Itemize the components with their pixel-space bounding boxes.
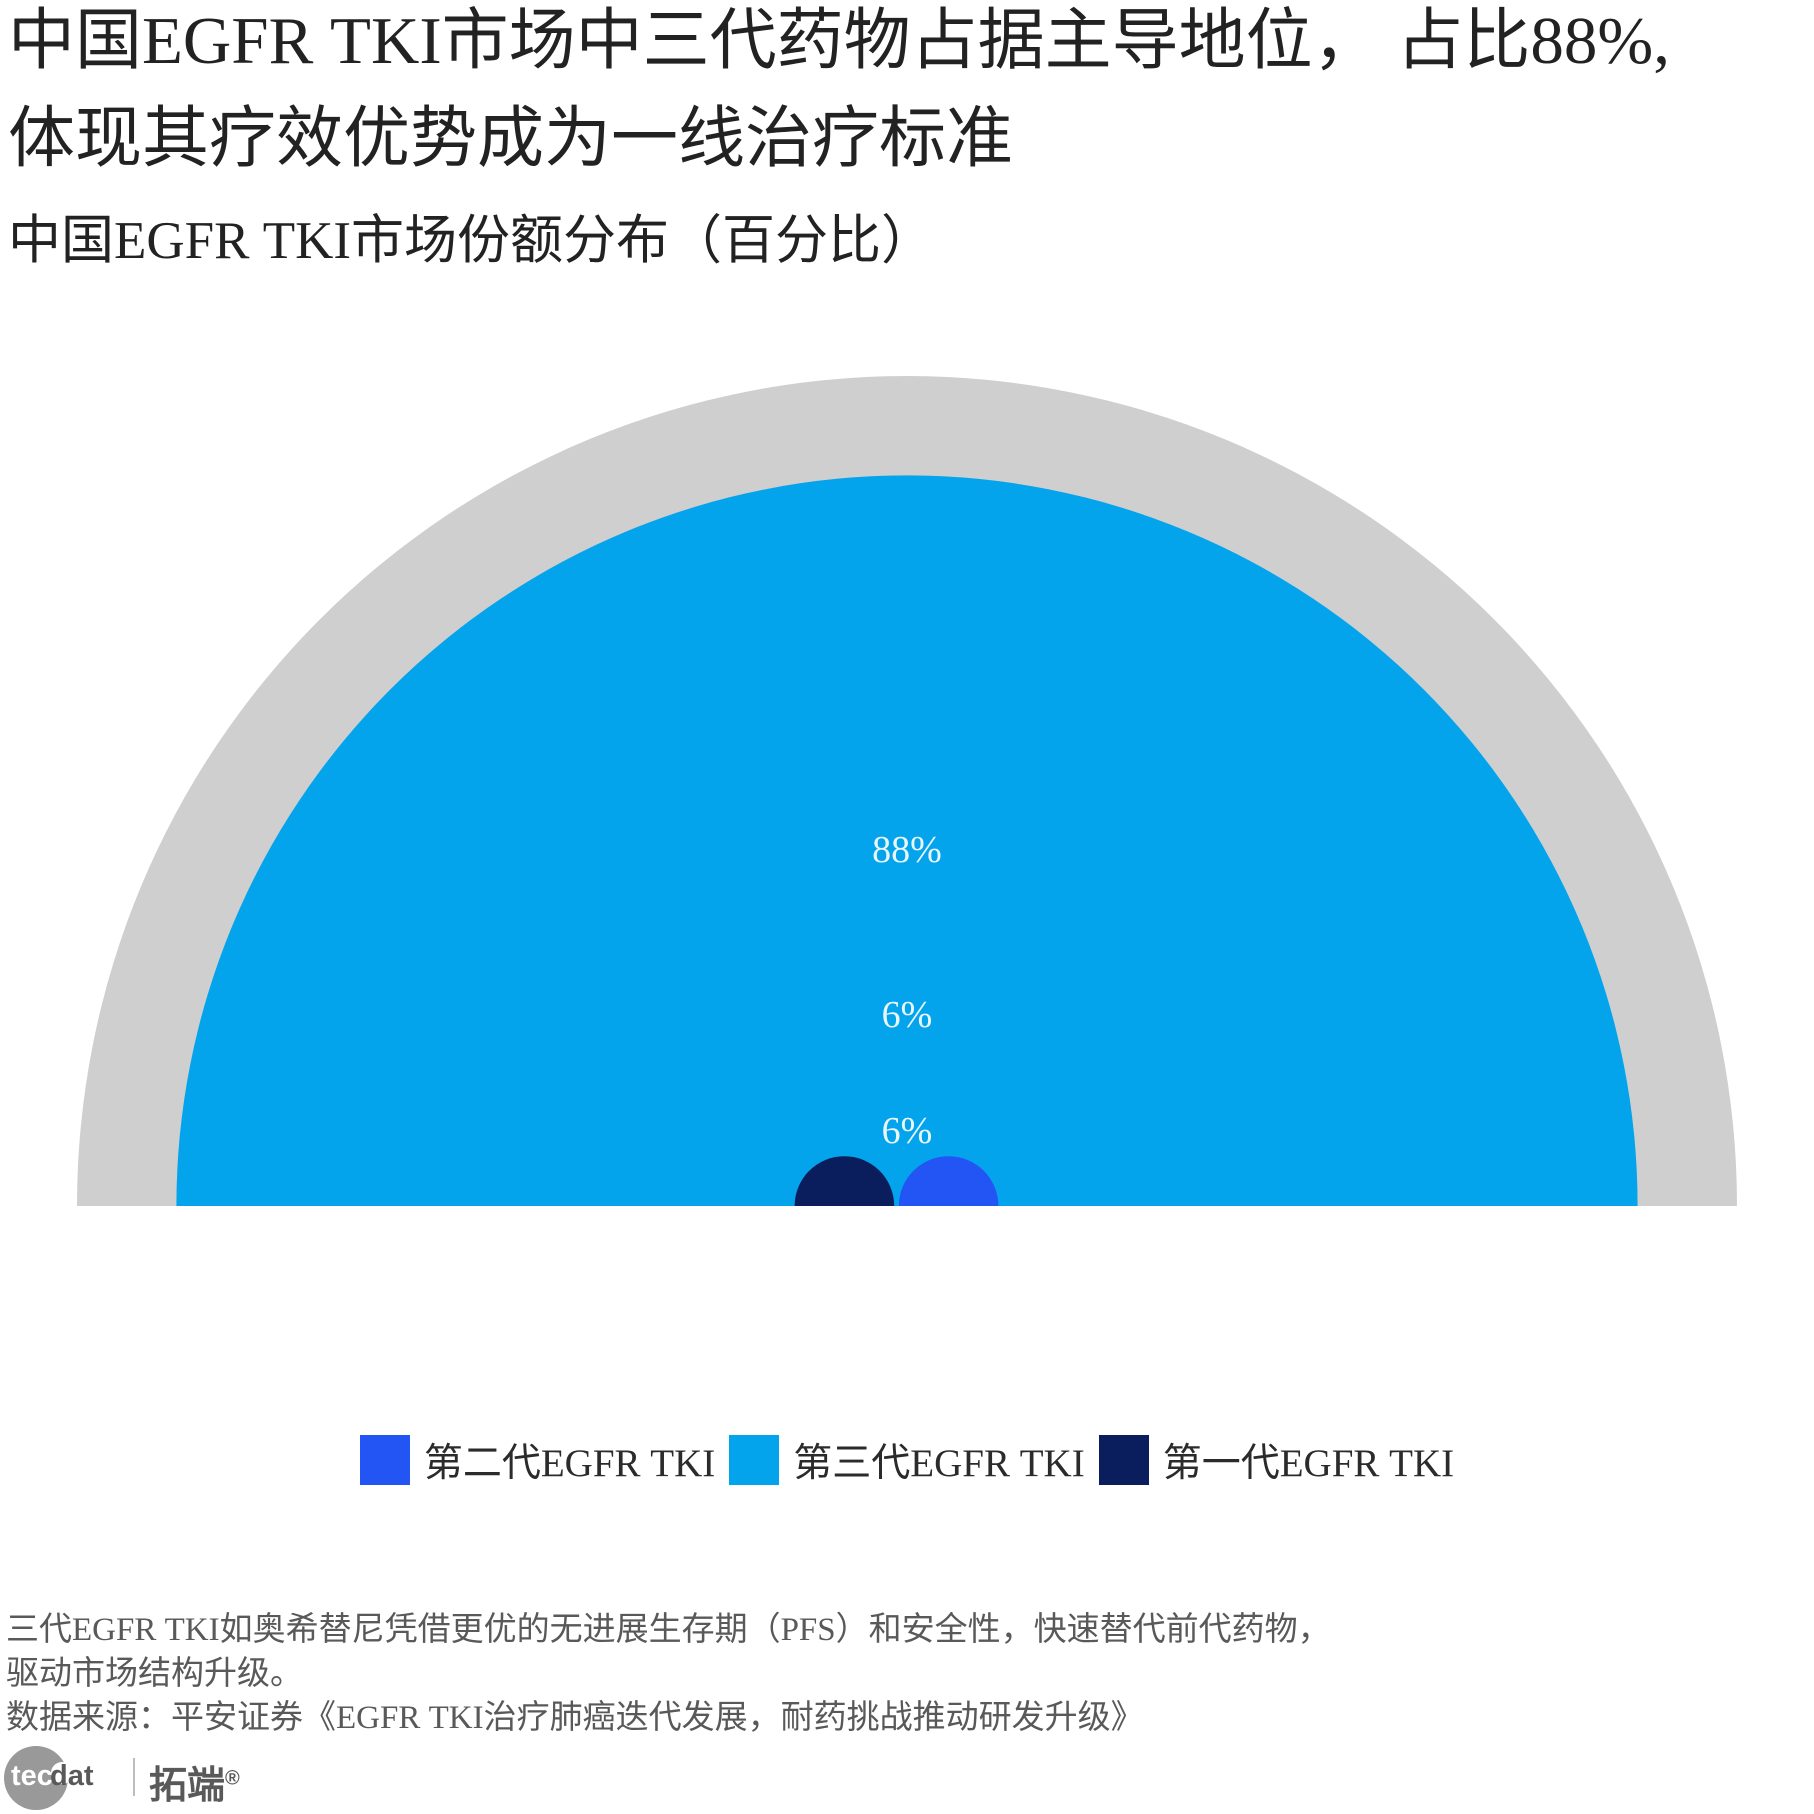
svg-text:88%: 88% <box>872 829 942 871</box>
svg-text:6%: 6% <box>882 1110 933 1152</box>
svg-text:6%: 6% <box>882 994 933 1036</box>
